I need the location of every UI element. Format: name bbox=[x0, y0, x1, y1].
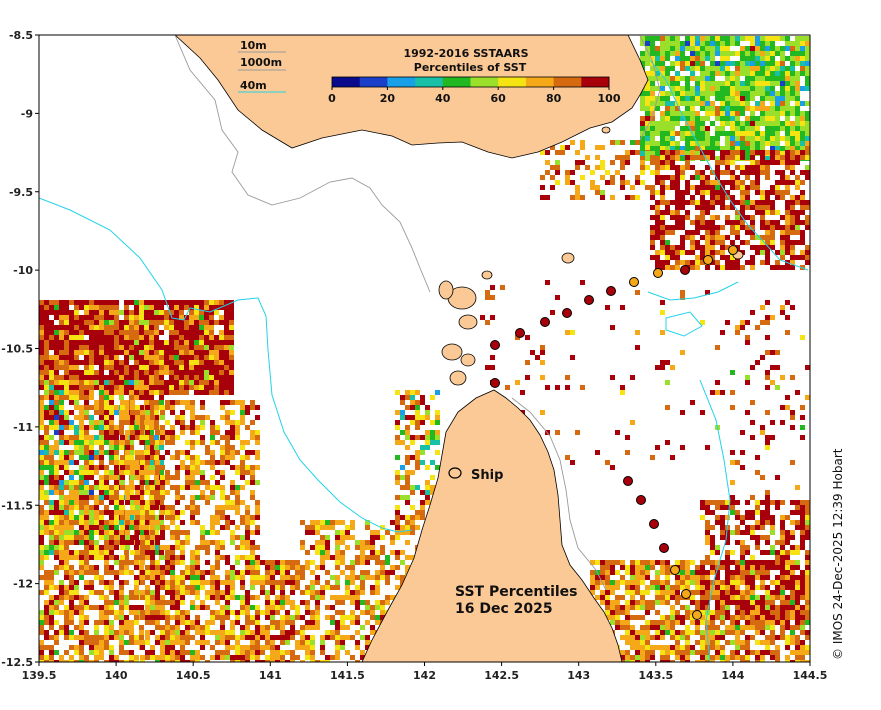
x-tick-label: 144 bbox=[721, 669, 744, 682]
legend-tick-label: 40 bbox=[435, 92, 451, 105]
y-tick-label: -12.5 bbox=[1, 656, 33, 669]
legend-tick-label: 60 bbox=[491, 92, 507, 105]
legend-title-line2: Percentiles of SST bbox=[414, 61, 527, 74]
legend-tick-labels: 0 20 40 60 80 100 bbox=[328, 87, 621, 105]
sst-pixel-layer bbox=[39, 36, 810, 662]
ship-position-marker bbox=[562, 308, 572, 318]
isobath-label-40m: 40m bbox=[240, 79, 267, 92]
legend-swatch bbox=[332, 77, 361, 87]
ship-position-marker bbox=[540, 317, 550, 327]
legend-swatch bbox=[525, 77, 555, 87]
legend-swatch bbox=[415, 77, 444, 87]
legend-title-line1: 1992-2016 SSTAARS bbox=[403, 47, 528, 60]
legend-swatch bbox=[470, 77, 499, 87]
y-tick-label: -11.5 bbox=[1, 499, 33, 512]
x-tick-label: 141 bbox=[259, 669, 282, 682]
x-tick-label: 142 bbox=[413, 669, 436, 682]
ship-position-marker bbox=[692, 610, 702, 620]
y-tick-label: -8.5 bbox=[9, 29, 33, 42]
isobath-label-10m: 10m bbox=[240, 39, 267, 52]
torres-strait-islands bbox=[438, 126, 744, 386]
legend-tick-label: 20 bbox=[380, 92, 396, 105]
x-tick-label: 140 bbox=[105, 669, 128, 682]
legend-tick-label: 0 bbox=[328, 92, 336, 105]
ship-position-marker bbox=[649, 519, 659, 529]
y-tick-label: -12 bbox=[13, 578, 33, 591]
legend-colorbar bbox=[331, 76, 610, 88]
x-tick-label: 142.5 bbox=[484, 669, 519, 682]
ship-position-marker bbox=[584, 295, 594, 305]
credit-text: © IMOS 24-Dec-2025 12:39 Hobart bbox=[831, 448, 845, 660]
isobath-key: 10m 1000m 40m bbox=[238, 39, 286, 93]
x-tick-label: 143 bbox=[567, 669, 590, 682]
ship-position-marker bbox=[728, 245, 738, 255]
gray-isobath bbox=[174, 35, 661, 591]
y-tick-label: -9 bbox=[21, 107, 33, 120]
x-tick-label: 139.5 bbox=[22, 669, 57, 682]
ship-position-marker bbox=[703, 255, 713, 265]
legend-swatch bbox=[498, 77, 527, 87]
legend-swatch bbox=[359, 77, 388, 87]
y-tick-label: -10.5 bbox=[1, 343, 33, 356]
y-tick-label: -10 bbox=[13, 264, 33, 277]
x-tick-label: 143.5 bbox=[638, 669, 673, 682]
legend-tick-label: 80 bbox=[546, 92, 562, 105]
ship-position-marker bbox=[515, 328, 525, 338]
legend-swatch bbox=[553, 77, 582, 87]
axis-ticks: 139.5 140 140.5 141 141.5 142 142.5 143 143.5 144… bbox=[1, 29, 827, 682]
legend-swatch bbox=[581, 77, 610, 87]
map-title-line1: SST Percentiles bbox=[455, 584, 578, 600]
ship-position-marker bbox=[490, 340, 500, 350]
ship-label-group: Ship bbox=[448, 467, 503, 483]
percentile-legend: 1992-2016 SSTAARS Percentiles of SST 0 20… bbox=[328, 47, 621, 105]
x-tick-label: 141.5 bbox=[330, 669, 365, 682]
ship-position-marker bbox=[629, 277, 639, 287]
ship-position-marker bbox=[606, 286, 616, 296]
ship-position-marker bbox=[670, 565, 680, 575]
legend-swatch bbox=[387, 77, 416, 87]
x-tick-label: 140.5 bbox=[176, 669, 211, 682]
isobath-label-1000m: 1000m bbox=[240, 56, 282, 69]
ship-position-marker bbox=[623, 476, 633, 486]
y-tick-label: -9.5 bbox=[9, 186, 33, 199]
ship-position-marker bbox=[681, 589, 691, 599]
ship-track-markers bbox=[490, 245, 738, 620]
legend-swatch bbox=[442, 77, 471, 87]
y-tick-label: -11 bbox=[13, 421, 33, 434]
cape-york-land bbox=[361, 389, 623, 662]
map-title-line2: 16 Dec 2025 bbox=[455, 601, 553, 617]
ship-position-marker bbox=[636, 495, 646, 505]
ship-label: Ship bbox=[471, 468, 503, 483]
legend-tick-label: 100 bbox=[598, 92, 621, 105]
ship-position-marker bbox=[490, 378, 500, 388]
ship-position-marker bbox=[680, 265, 690, 275]
new-guinea-land bbox=[174, 35, 649, 159]
cyan-isobath bbox=[39, 59, 809, 662]
ship-marker-icon bbox=[448, 467, 462, 479]
ship-position-marker bbox=[653, 268, 663, 278]
ship-position-marker bbox=[659, 543, 669, 553]
x-tick-label: 144.5 bbox=[793, 669, 828, 682]
